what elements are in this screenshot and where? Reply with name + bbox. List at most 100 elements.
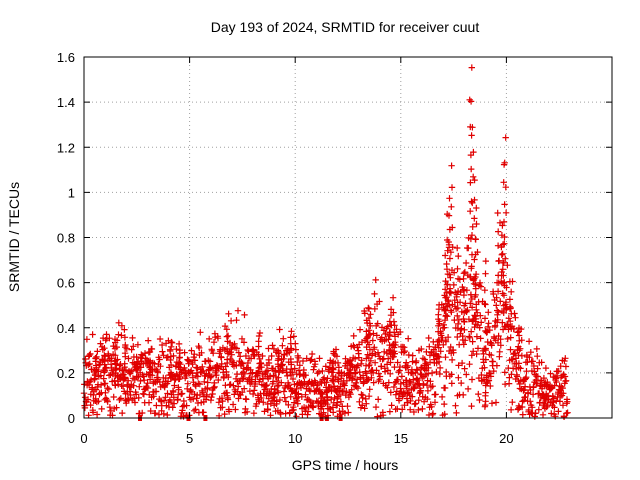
data-point-marker bbox=[495, 228, 502, 235]
data-point-marker bbox=[501, 369, 508, 376]
data-point-marker bbox=[264, 367, 272, 374]
data-point-marker bbox=[282, 398, 290, 405]
data-point-marker bbox=[121, 360, 128, 367]
data-point-marker bbox=[167, 353, 175, 360]
data-point-marker bbox=[225, 373, 232, 381]
data-point-marker bbox=[137, 377, 144, 385]
data-point-marker bbox=[367, 311, 374, 318]
data-point-marker bbox=[264, 400, 271, 408]
data-point-marker bbox=[478, 319, 485, 326]
data-point-marker bbox=[145, 360, 152, 367]
data-point-marker bbox=[539, 411, 547, 418]
data-point-marker bbox=[507, 334, 514, 341]
data-point-marker bbox=[293, 394, 300, 402]
data-point-marker bbox=[272, 367, 279, 374]
data-point-marker bbox=[329, 364, 337, 372]
data-point-marker bbox=[293, 381, 301, 388]
data-point-marker bbox=[141, 377, 148, 384]
data-point-marker bbox=[435, 354, 443, 361]
data-point-marker bbox=[482, 270, 489, 277]
data-point-marker bbox=[505, 315, 512, 322]
data-point-marker bbox=[351, 370, 359, 377]
data-point-marker bbox=[106, 404, 114, 411]
data-point-marker bbox=[292, 346, 299, 353]
x-tick-label: 20 bbox=[499, 431, 513, 446]
data-point-marker bbox=[379, 356, 386, 363]
data-point-marker bbox=[460, 291, 468, 299]
data-point-marker bbox=[316, 355, 323, 362]
data-point-marker bbox=[448, 380, 455, 387]
data-point-marker bbox=[256, 378, 263, 385]
data-point-marker bbox=[454, 333, 461, 341]
data-point-marker bbox=[295, 391, 302, 398]
data-point-marker bbox=[224, 338, 231, 345]
data-point-marker bbox=[516, 347, 523, 354]
data-point-marker bbox=[328, 396, 335, 403]
data-point-marker bbox=[453, 291, 461, 298]
data-point-marker bbox=[454, 312, 461, 320]
data-point-marker bbox=[425, 334, 432, 342]
data-point-marker bbox=[122, 341, 129, 349]
data-point-marker bbox=[86, 360, 93, 368]
data-point-marker bbox=[145, 337, 152, 344]
data-point-marker bbox=[433, 368, 440, 376]
data-point-marker bbox=[319, 367, 326, 375]
data-point-marker bbox=[364, 351, 371, 358]
data-point-marker bbox=[387, 347, 394, 355]
data-point-marker bbox=[308, 350, 316, 358]
data-point-marker bbox=[506, 374, 513, 381]
y-tick-label: 1 bbox=[68, 185, 75, 200]
data-point-marker bbox=[564, 409, 571, 416]
data-point-marker bbox=[443, 260, 450, 268]
data-point-marker bbox=[468, 376, 476, 383]
data-point-marker bbox=[468, 198, 475, 205]
data-point-marker bbox=[294, 358, 301, 366]
data-point-marker bbox=[497, 336, 504, 343]
data-point-marker bbox=[421, 356, 428, 363]
data-point-marker bbox=[284, 372, 291, 380]
data-point-marker bbox=[564, 398, 571, 405]
data-point-marker bbox=[562, 355, 569, 362]
data-point-marker bbox=[379, 412, 387, 419]
data-point-marker bbox=[390, 318, 398, 325]
data-point-marker bbox=[371, 359, 379, 366]
data-point-marker bbox=[285, 381, 293, 389]
data-point-marker bbox=[254, 369, 261, 377]
data-point-marker bbox=[308, 356, 315, 363]
data-point-marker bbox=[482, 389, 489, 396]
data-point-marker bbox=[453, 409, 460, 417]
data-point-marker bbox=[474, 345, 482, 352]
data-point-marker bbox=[464, 306, 471, 314]
data-point-marker bbox=[482, 382, 489, 389]
data-point-marker bbox=[425, 364, 432, 372]
data-point-marker bbox=[468, 165, 475, 173]
data-point-marker bbox=[104, 384, 111, 392]
data-point-marker bbox=[296, 362, 303, 369]
data-point-marker bbox=[417, 387, 424, 394]
data-point-marker bbox=[500, 218, 508, 226]
data-point-marker bbox=[447, 249, 455, 256]
data-point-marker bbox=[501, 282, 508, 289]
data-point-marker bbox=[223, 345, 231, 353]
y-tick-label: 1.4 bbox=[57, 95, 75, 110]
data-point-marker bbox=[196, 380, 203, 388]
data-point-marker bbox=[146, 369, 154, 376]
data-point-marker bbox=[540, 374, 548, 382]
data-point-marker bbox=[100, 375, 107, 382]
data-point-marker bbox=[278, 379, 285, 386]
data-point-marker bbox=[447, 274, 454, 281]
data-point-marker bbox=[288, 328, 295, 335]
data-point-marker bbox=[467, 179, 474, 186]
data-point-marker bbox=[442, 354, 449, 361]
data-point-marker bbox=[478, 371, 485, 379]
data-point-marker bbox=[476, 324, 483, 331]
data-point-marker bbox=[526, 354, 533, 361]
data-point-marker bbox=[468, 328, 475, 335]
data-point-marker bbox=[472, 285, 479, 292]
data-point-marker bbox=[169, 404, 176, 411]
data-point-marker bbox=[215, 399, 223, 406]
data-point-marker bbox=[441, 400, 448, 408]
data-point-marker bbox=[442, 286, 449, 293]
data-point-marker bbox=[307, 357, 314, 364]
data-point-marker bbox=[495, 257, 502, 265]
